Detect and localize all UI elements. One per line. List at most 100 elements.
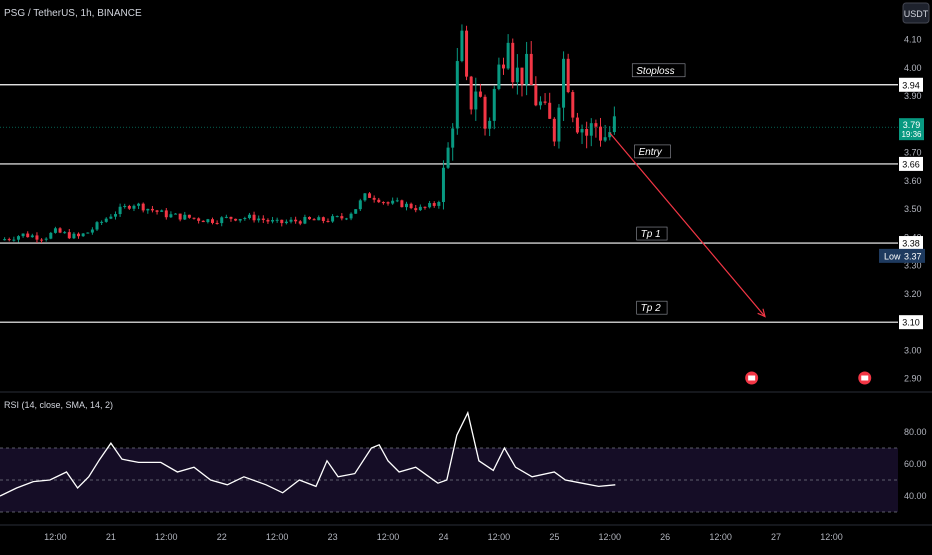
level-price-label: 3.10 [902, 318, 920, 328]
candle-body [405, 203, 409, 208]
annotation-label: Tp 1 [641, 229, 661, 240]
low-marker-box[interactable] [879, 248, 925, 263]
currency-badge-box [902, 2, 930, 24]
time-tick-label: 12:00 [377, 532, 400, 542]
candle-body [210, 219, 214, 223]
candle-body [446, 147, 450, 168]
candle-body [400, 200, 404, 208]
annotation-box[interactable] [636, 226, 668, 241]
candle-body [289, 219, 293, 222]
level-price-label: 3.66 [902, 159, 920, 169]
candle-body [386, 202, 390, 204]
candle-body [515, 67, 519, 83]
candle-body [428, 203, 432, 208]
last-price-tag[interactable] [899, 118, 924, 141]
level-price-tag [899, 315, 923, 330]
candle-body [150, 208, 154, 211]
annotation-box[interactable] [634, 144, 671, 159]
projection-arrow-head [757, 308, 766, 318]
annotation-box[interactable] [631, 63, 686, 78]
candle-body [469, 76, 473, 110]
candle-body [492, 88, 496, 121]
annotation-box[interactable] [636, 300, 668, 315]
candle-body [608, 132, 612, 138]
candle-body [206, 219, 210, 223]
candle-body [571, 92, 575, 118]
projection-arrow[interactable] [609, 132, 766, 317]
candle-body [599, 126, 603, 141]
candle-body [12, 239, 16, 241]
time-tick-label: 24 [438, 532, 448, 542]
candle-body [368, 193, 372, 198]
time-tick-label: 12:00 [44, 532, 67, 542]
rsi-line[interactable] [0, 410, 616, 497]
candle-body [127, 205, 131, 209]
candle-body [612, 116, 616, 133]
candle-body [141, 203, 145, 211]
candle-body [441, 167, 445, 203]
candle-body [160, 210, 164, 212]
candle-body [552, 118, 556, 142]
candle-body [326, 220, 330, 222]
candle-body [123, 205, 127, 207]
candle-body [566, 58, 570, 93]
candle-body [349, 213, 353, 219]
candle-body [594, 123, 598, 127]
candle-body [192, 217, 196, 219]
candle-body [229, 216, 233, 219]
candle-body [335, 216, 339, 218]
candle-body [506, 42, 510, 69]
candle-body [589, 123, 593, 136]
candle-body [344, 218, 348, 220]
candle-body [100, 221, 104, 223]
candle-body [164, 210, 168, 218]
candle-body [520, 67, 524, 85]
candle-body [284, 221, 288, 224]
time-axis[interactable]: 12:00 21 12:00 22 12:00 23 12:00 24 12:00 25 12:00… [0, 524, 932, 542]
candle-body [312, 219, 316, 221]
events-layer[interactable] [745, 371, 872, 385]
candle-body [529, 53, 533, 85]
time-tick-label: 27 [771, 532, 781, 542]
candle-body [234, 218, 238, 221]
candle-body [317, 217, 321, 221]
candle-body [118, 206, 122, 215]
rsi-tick-label: 40.00 [904, 491, 927, 501]
candle-body [53, 228, 57, 233]
candle-body [414, 208, 418, 211]
event-flag-icon-inner [748, 375, 756, 381]
candle-body [174, 213, 178, 215]
candle-body [86, 232, 90, 234]
candle-body [21, 233, 25, 237]
candle-body [35, 235, 39, 240]
candle-body [395, 200, 399, 202]
price-tick-label: 3.90 [904, 91, 922, 101]
currency-badge[interactable]: USDT [902, 2, 930, 24]
candle-body [238, 218, 242, 221]
candles-layer [3, 24, 616, 243]
candle-body [63, 232, 67, 234]
price-tick-label: 3.70 [904, 148, 922, 158]
candle-body [224, 216, 228, 218]
projection-arrow-layer[interactable] [609, 132, 766, 318]
level-lines[interactable]: 3.94 3.66 3.38 3.10 [0, 77, 923, 330]
candle-body [280, 219, 284, 224]
candle-body [220, 217, 224, 224]
candle-body [132, 205, 136, 209]
rsi-band-fill [0, 448, 898, 512]
candle-body [409, 203, 413, 209]
price-tick-label: 3.30 [904, 261, 922, 271]
candle-body [603, 137, 607, 141]
candle-body [483, 96, 487, 129]
price-tick-label: 3.00 [904, 345, 922, 355]
candle-body [44, 238, 48, 240]
candle-body [77, 233, 81, 237]
candle-body [557, 107, 561, 142]
candle-body [81, 233, 85, 237]
candle-body [363, 193, 367, 201]
candle-body [474, 91, 478, 110]
rsi-panel[interactable]: 80.00 60.00 40.00 RSI (14, close, SMA, 14, … [0, 400, 927, 513]
